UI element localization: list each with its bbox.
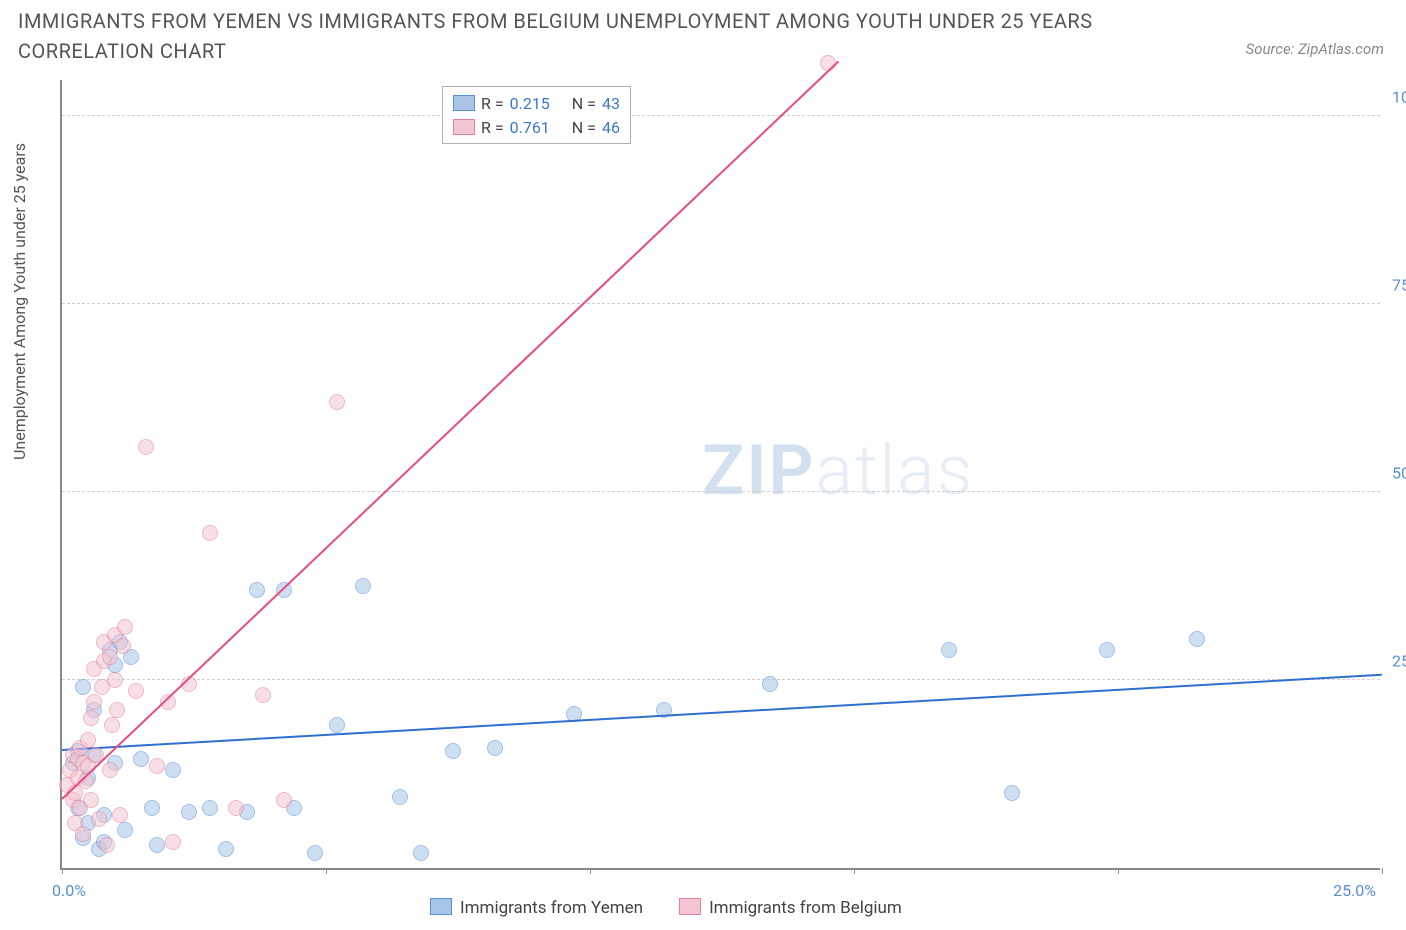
legend-swatch-belgium xyxy=(679,898,701,915)
data-point xyxy=(487,740,503,756)
legend-label-belgium: Immigrants from Belgium xyxy=(709,898,902,918)
data-point xyxy=(165,834,181,850)
data-point xyxy=(83,710,99,726)
data-point xyxy=(445,743,461,759)
data-point xyxy=(392,789,408,805)
legend-item-belgium: Immigrants from Belgium xyxy=(679,898,902,918)
data-point xyxy=(117,822,133,838)
y-axis-label: Unemployment Among Youth under 25 years xyxy=(10,143,29,460)
x-tick xyxy=(590,868,591,874)
stats-n-label: N = xyxy=(572,118,596,137)
data-point xyxy=(128,683,144,699)
source-attribution: Source: ZipAtlas.com xyxy=(1246,40,1384,58)
watermark: ZIPatlas xyxy=(702,430,974,512)
chart-title: IMMIGRANTS FROM YEMEN VS IMMIGRANTS FROM… xyxy=(18,6,1168,66)
y-tick-label: 50.0% xyxy=(1384,463,1406,482)
watermark-zip: ZIP xyxy=(702,430,815,512)
data-point xyxy=(102,762,118,778)
gridline xyxy=(62,491,1380,492)
x-tick xyxy=(854,868,855,874)
data-point xyxy=(104,717,120,733)
y-tick-label: 25.0% xyxy=(1384,651,1406,670)
regression-line xyxy=(62,674,1382,751)
x-tick xyxy=(1382,868,1383,874)
stats-n-value: 43 xyxy=(602,94,620,113)
scatter-plot: ZIPatlas 25.0%50.0%75.0%100.0%0.0%25.0%R… xyxy=(60,80,1380,870)
data-point xyxy=(109,702,125,718)
regression-line xyxy=(61,61,839,800)
data-point xyxy=(202,800,218,816)
watermark-atlas: atlas xyxy=(815,430,974,512)
y-tick-label: 100.0% xyxy=(1384,87,1406,106)
stats-r-value: 0.761 xyxy=(510,118,550,137)
x-tick xyxy=(326,868,327,874)
legend-swatch-yemen xyxy=(430,898,452,915)
data-point xyxy=(202,525,218,541)
data-point xyxy=(91,811,107,827)
data-point xyxy=(762,676,778,692)
data-point xyxy=(165,762,181,778)
data-point xyxy=(941,642,957,658)
data-point xyxy=(80,732,96,748)
y-tick-label: 75.0% xyxy=(1384,275,1406,294)
stats-n-label: N = xyxy=(572,94,596,113)
stats-r-label: R = xyxy=(481,118,504,137)
data-point xyxy=(276,792,292,808)
data-point xyxy=(307,845,323,861)
data-point xyxy=(1099,642,1115,658)
data-point xyxy=(117,619,133,635)
stats-row: R = 0.761 N = 46 xyxy=(453,115,620,139)
data-point xyxy=(133,751,149,767)
data-point xyxy=(1004,785,1020,801)
data-point xyxy=(102,649,118,665)
data-point xyxy=(75,826,91,842)
stats-row: R = 0.215 N = 43 xyxy=(453,91,620,115)
data-point xyxy=(83,792,99,808)
data-point xyxy=(355,578,371,594)
data-point xyxy=(329,394,345,410)
legend-label-yemen: Immigrants from Yemen xyxy=(460,898,643,918)
data-point xyxy=(75,679,91,695)
stats-r-label: R = xyxy=(481,94,504,113)
data-point xyxy=(149,837,165,853)
data-point xyxy=(228,800,244,816)
data-point xyxy=(255,687,271,703)
stats-box: R = 0.215 N = 43 R = 0.761 N = 46 xyxy=(442,86,631,144)
stats-swatch xyxy=(453,95,475,111)
stats-n-value: 46 xyxy=(602,118,620,137)
data-point xyxy=(181,804,197,820)
x-tick xyxy=(1118,868,1119,874)
x-zero-label: 0.0% xyxy=(52,881,86,900)
data-point xyxy=(115,638,131,654)
data-point xyxy=(329,717,345,733)
data-point xyxy=(138,439,154,455)
stats-r-value: 0.215 xyxy=(510,94,550,113)
gridline xyxy=(62,115,1380,116)
data-point xyxy=(107,672,123,688)
data-point xyxy=(144,800,160,816)
data-point xyxy=(112,807,128,823)
legend-item-yemen: Immigrants from Yemen xyxy=(430,898,643,918)
gridline xyxy=(62,303,1380,304)
data-point xyxy=(413,845,429,861)
bottom-legend: Immigrants from Yemen Immigrants from Be… xyxy=(430,898,902,918)
data-point xyxy=(249,582,265,598)
data-point xyxy=(1189,631,1205,647)
data-point xyxy=(218,841,234,857)
data-point xyxy=(99,837,115,853)
stats-swatch xyxy=(453,119,475,135)
x-max-label: 25.0% xyxy=(1333,881,1376,900)
data-point xyxy=(149,758,165,774)
gridline xyxy=(62,679,1380,680)
x-tick xyxy=(62,868,63,874)
data-point xyxy=(86,694,102,710)
